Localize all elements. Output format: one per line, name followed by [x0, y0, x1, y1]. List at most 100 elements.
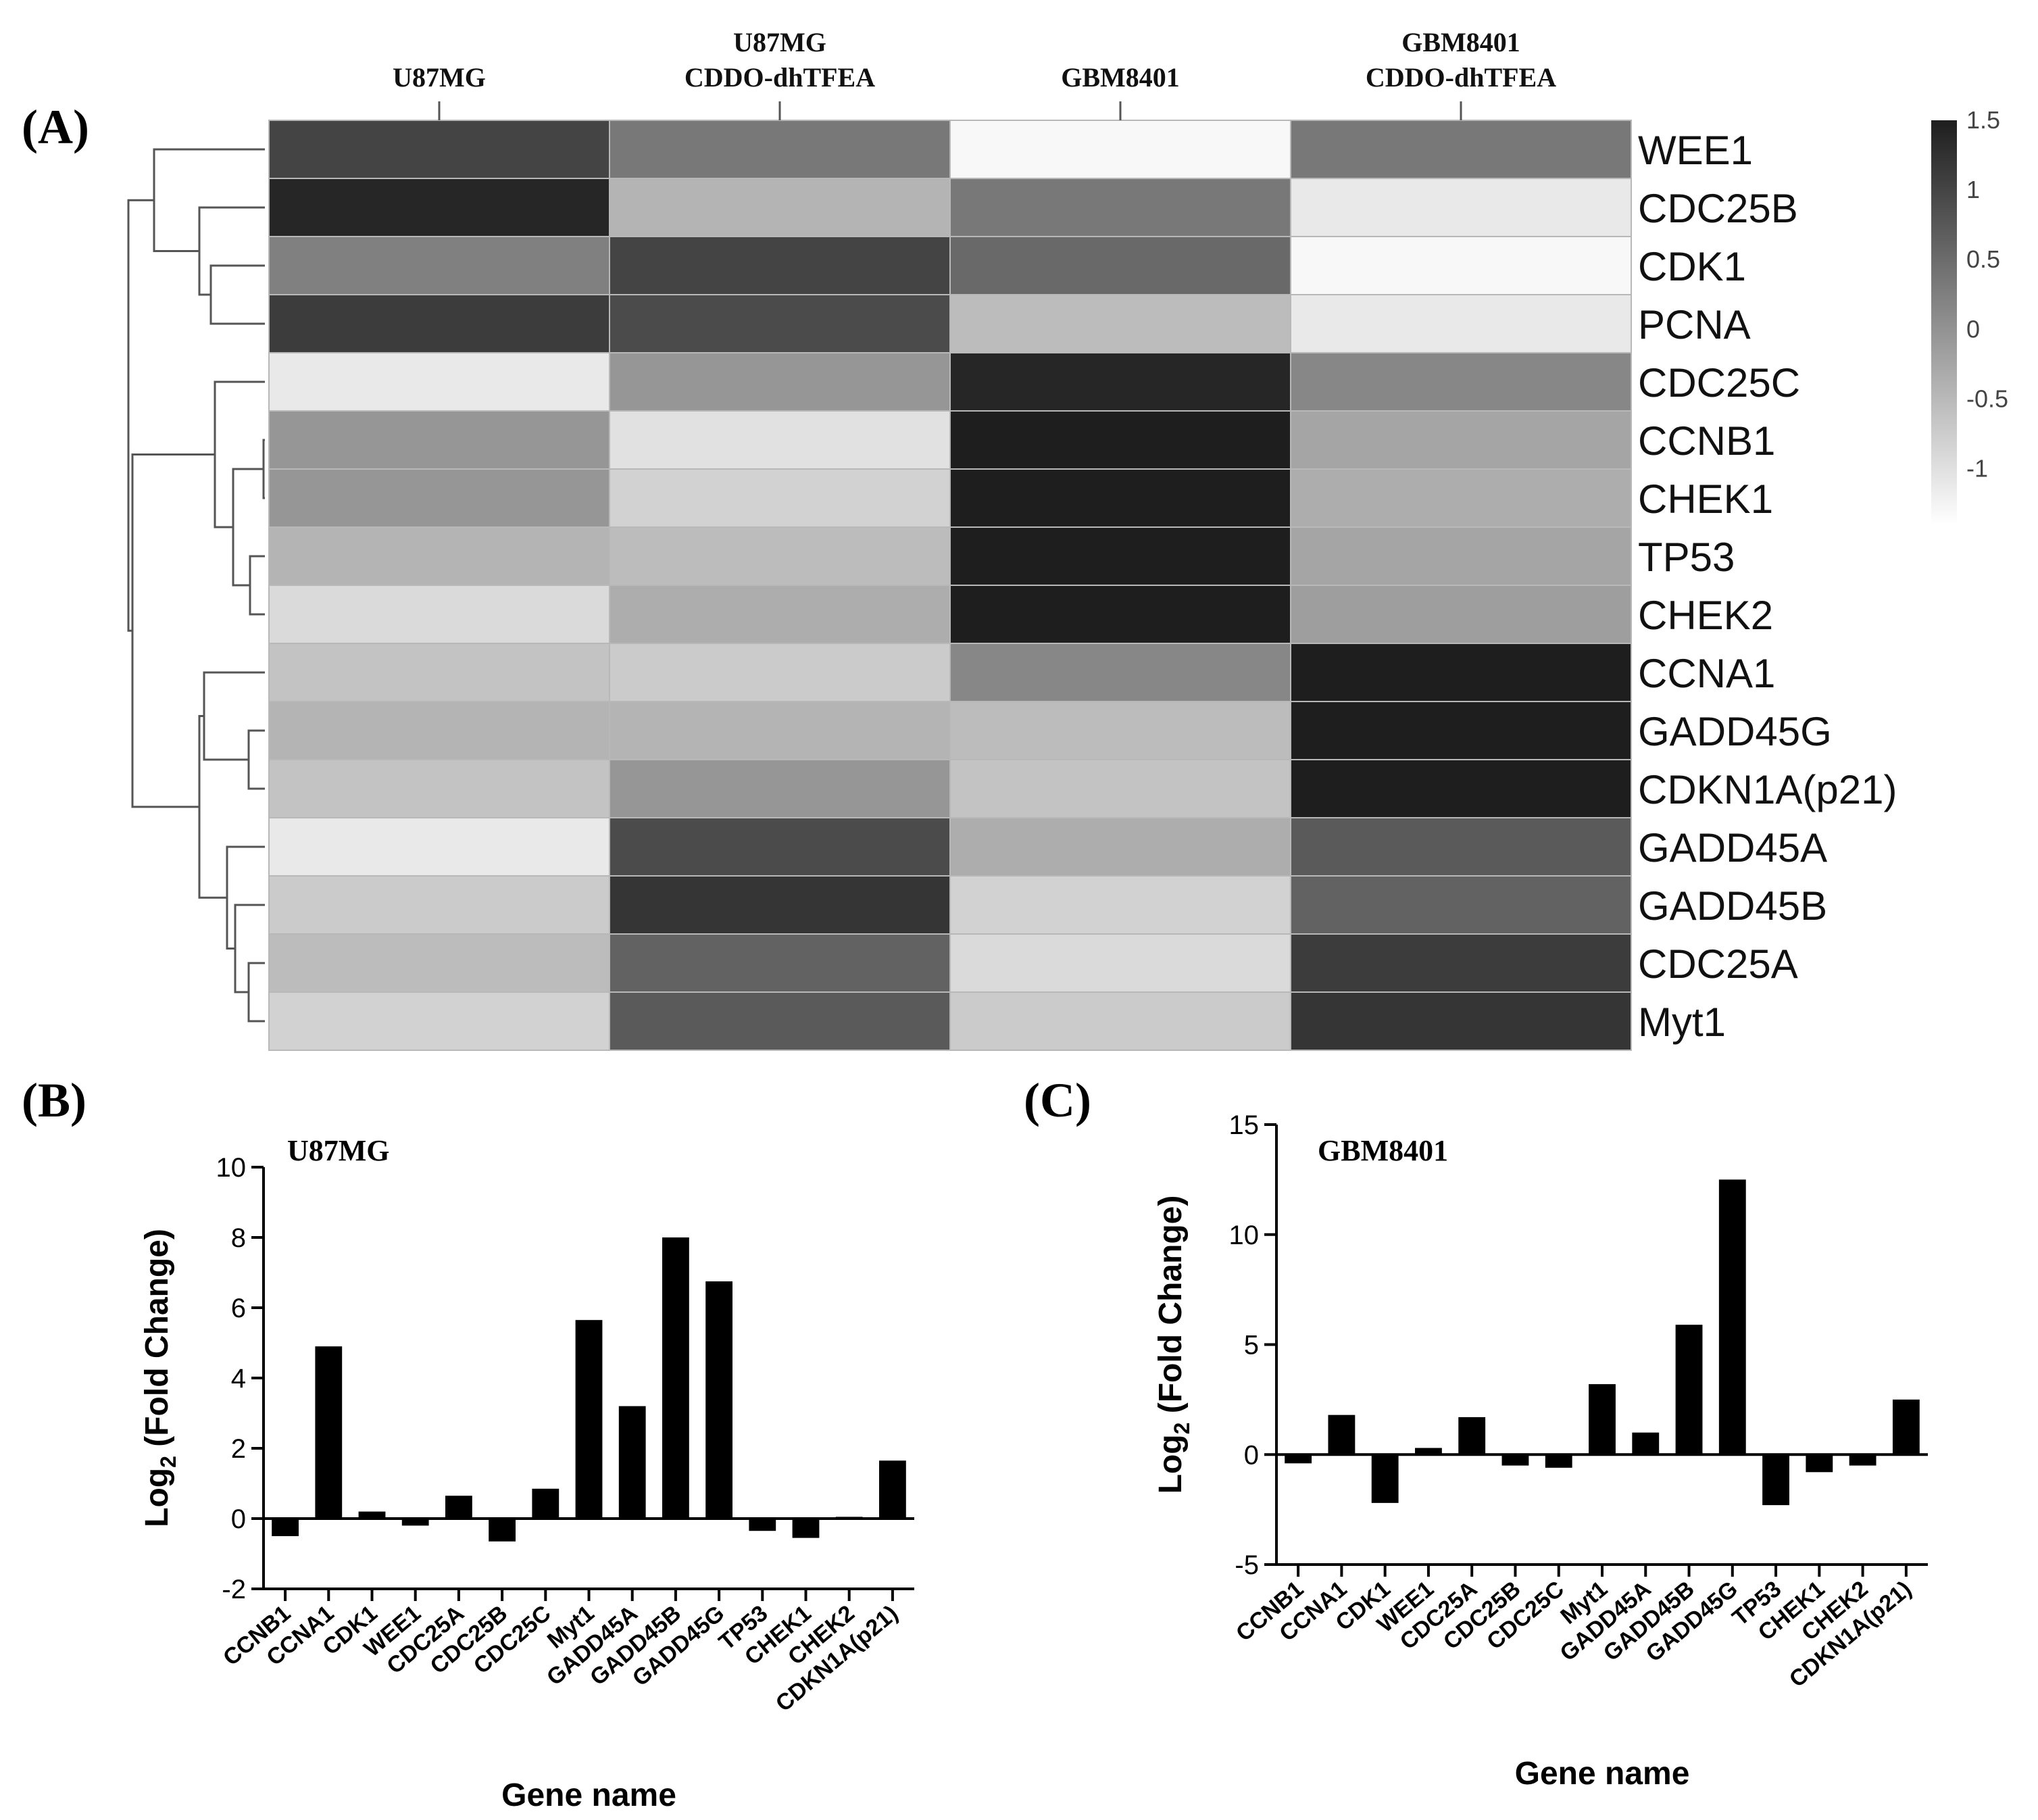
heatmap-cell-wee1-1 [268, 120, 610, 179]
gbm8401-x-axis-label: Gene name [1515, 1756, 1690, 1792]
heatmap-cell-cdkn1a-p21-2 [609, 759, 951, 818]
heatmap-colorbar: 1.5 1 0.5 0 -0.5 -1 [1931, 106, 2008, 524]
u87mg-ytick-label-3: 4 [231, 1364, 246, 1394]
gbm8401-bar-tp53 [1762, 1454, 1789, 1506]
heatmap-cell-tp53-1 [268, 526, 610, 586]
row-label-gadd45a: GADD45A [1638, 825, 1827, 870]
heatmap-cell-cdkn1a-p21-4 [1290, 759, 1632, 818]
heatmap-cell-cdc25b-4 [1290, 178, 1632, 237]
heatmap-cell-cdc25c-2 [609, 352, 951, 412]
heatmap-cell-ccnb1-4 [1290, 410, 1632, 470]
heatmap-cell-chek1-1 [268, 468, 610, 528]
heatmap-cell-gadd45g-4 [1290, 701, 1632, 760]
row-label-chek2: CHEK2 [1638, 593, 1773, 638]
panel-b-label: (B) [22, 1073, 86, 1127]
heatmap-cell-tp53-4 [1290, 526, 1632, 586]
gbm8401-bar-cdkn1a-p21 [1892, 1399, 1920, 1455]
heatmap-cell-myt1-3 [949, 991, 1291, 1051]
heatmap-cell-pcna-1 [268, 294, 610, 353]
colorbar-tick-1-5: 1.5 [1966, 106, 2000, 134]
heatmap-cell-cdkn1a-p21-1 [268, 759, 610, 818]
heatmap-cell-cdc25b-1 [268, 178, 610, 237]
row-label-cdkn1a-p21: CDKN1A(p21) [1638, 767, 1897, 812]
heatmap-cell-cdc25c-1 [268, 352, 610, 412]
heatmap-cell-chek2-4 [1290, 585, 1632, 644]
heatmap-cell-cdk1-3 [949, 236, 1291, 295]
heatmap-cell-gadd45b-2 [609, 875, 951, 935]
heatmap-cell-cdc25c-3 [949, 352, 1291, 412]
heatmap-cell-cdk1-4 [1290, 236, 1632, 295]
u87mg-bar-cdk1 [358, 1511, 386, 1519]
heatmap-cell-gadd45a-2 [609, 817, 951, 877]
u87mg-ytick-label-0: -2 [222, 1575, 246, 1604]
row-label-chek1: CHEK1 [1638, 476, 1773, 522]
row-label-cdc25b: CDC25B [1638, 186, 1798, 231]
u87mg-bar-chek1 [792, 1519, 820, 1538]
row-label-ccna1: CCNA1 [1638, 651, 1775, 696]
heatmap-cells [268, 120, 1632, 1051]
heatmap-cell-myt1-4 [1290, 991, 1632, 1051]
heatmap-cell-cdc25a-1 [268, 933, 610, 993]
heatmap-cell-ccna1-1 [268, 643, 610, 702]
row-label-pcna: PCNA [1638, 302, 1751, 347]
colorbar-bar [1931, 120, 1957, 524]
u87mg-ytick-label-4: 6 [231, 1294, 246, 1323]
heatmap-cell-ccna1-3 [949, 643, 1291, 702]
u87mg-ytick-label-1: 0 [231, 1504, 246, 1534]
u87mg-chart-title: U87MG [287, 1134, 390, 1167]
row-label-gadd45b: GADD45B [1638, 883, 1827, 929]
gbm8401-bar-cdc25b [1501, 1454, 1529, 1466]
column-label-cddo-dhtfea: CDDO-dhTFEA [685, 62, 875, 93]
row-label-cdk1: CDK1 [1638, 244, 1746, 289]
u87mg-bar-chek2 [835, 1517, 863, 1519]
gbm8401-bar-ccnb1 [1285, 1454, 1312, 1464]
gbm8401-ytick-label-4: 15 [1229, 1110, 1260, 1140]
heatmap-cell-cdc25b-2 [609, 178, 951, 237]
gbm8401-bar-cdc25c [1545, 1454, 1572, 1468]
column-label-u87mg: U87MG [393, 62, 486, 93]
gbm8401-bar-gadd45a [1632, 1432, 1660, 1455]
heatmap-cell-ccna1-4 [1290, 643, 1632, 702]
heatmap-cell-cdc25a-3 [949, 933, 1291, 993]
heatmap-cell-pcna-2 [609, 294, 951, 353]
u87mg-y-axis-label: Log2 (Fold Change) [139, 1229, 180, 1527]
gbm8401-bar-ccna1 [1328, 1415, 1356, 1455]
heatmap-cell-cdk1-2 [609, 236, 951, 295]
heatmap-cell-cdc25a-2 [609, 933, 951, 993]
heatmap-cell-ccnb1-1 [268, 410, 610, 470]
heatmap-cell-pcna-3 [949, 294, 1291, 353]
row-label-cdc25c: CDC25C [1638, 360, 1800, 405]
u87mg-ytick-label-2: 2 [231, 1434, 246, 1464]
heatmap-cell-gadd45g-2 [609, 701, 951, 760]
heatmap-cell-gadd45b-4 [1290, 875, 1632, 935]
heatmap-cell-myt1-1 [268, 991, 610, 1051]
heatmap-cell-cdc25b-3 [949, 178, 1291, 237]
heatmap-cell-cdk1-1 [268, 236, 610, 295]
row-label-ccnb1: CCNB1 [1638, 418, 1775, 464]
gbm8401-bar-chek1 [1806, 1454, 1833, 1473]
bar-chart-u87mg: -20246810CCNB1CCNA1CDK1WEE1CDC25ACDC25BC… [139, 1134, 914, 1813]
heatmap-column-labels: U87MG U87MG CDDO-dhTFEA GBM8401 GBM8401 CDDO-… [393, 27, 1556, 120]
row-dendrogram [127, 148, 265, 1023]
u87mg-ytick-label-6: 10 [216, 1153, 247, 1183]
heatmap-cell-chek1-2 [609, 468, 951, 528]
gbm8401-ytick-label-1: 0 [1244, 1440, 1259, 1470]
heatmap-cell-gadd45b-1 [268, 875, 610, 935]
row-label-gadd45g: GADD45G [1638, 709, 1832, 754]
row-label-wee1: WEE1 [1638, 128, 1753, 173]
heatmap-cell-ccnb1-2 [609, 410, 951, 470]
heatmap-cell-ccna1-2 [609, 643, 951, 702]
heatmap-cell-gadd45a-3 [949, 817, 1291, 877]
gbm8401-bar-chek2 [1849, 1454, 1877, 1466]
panel-c-label: (C) [1024, 1073, 1091, 1127]
heatmap-cell-myt1-2 [609, 991, 951, 1051]
u87mg-bar-tp53 [749, 1519, 776, 1531]
u87mg-bar-ccna1 [315, 1346, 343, 1519]
heatmap-cell-ccnb1-3 [949, 410, 1291, 470]
u87mg-ytick-label-5: 8 [231, 1223, 246, 1253]
dendro-link-root [127, 199, 154, 632]
u87mg-bar-cdc25c [532, 1488, 560, 1519]
column-label-gbm8401: GBM8401 [1061, 62, 1180, 93]
heatmap-cell-chek2-1 [268, 585, 610, 644]
